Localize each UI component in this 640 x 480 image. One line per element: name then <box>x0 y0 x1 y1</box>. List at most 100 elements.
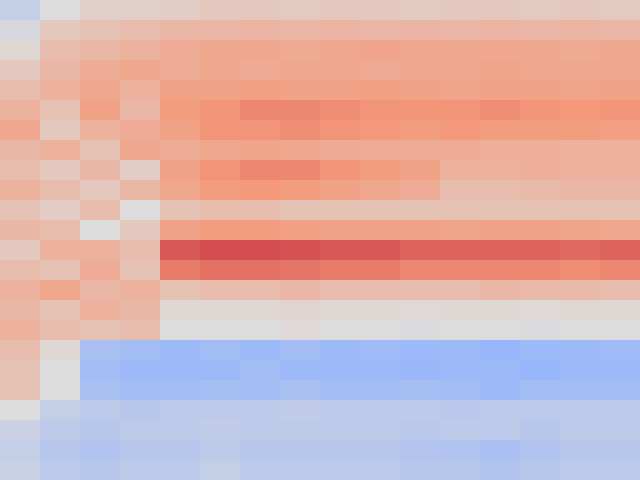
cell <box>360 180 401 201</box>
cell <box>520 20 561 41</box>
cell <box>0 360 41 381</box>
cell <box>520 360 561 381</box>
cell <box>440 300 481 321</box>
cell <box>560 260 601 281</box>
cell <box>400 260 441 281</box>
cell <box>80 380 121 401</box>
cell <box>40 60 81 81</box>
cell <box>280 160 321 181</box>
cell <box>0 300 41 321</box>
cell <box>40 400 81 421</box>
cell <box>440 160 481 181</box>
cell <box>160 340 201 361</box>
cell <box>480 220 521 241</box>
cell <box>320 60 361 81</box>
cell <box>240 300 281 321</box>
cell <box>520 60 561 81</box>
cell <box>480 160 521 181</box>
cell <box>160 380 201 401</box>
cell <box>240 140 281 161</box>
cell <box>320 300 361 321</box>
cell <box>440 400 481 421</box>
cell <box>480 340 521 361</box>
cell <box>80 180 121 201</box>
cell <box>600 320 640 341</box>
cell <box>600 20 640 41</box>
cell <box>160 460 201 480</box>
cell <box>480 140 521 161</box>
cell <box>160 320 201 341</box>
cell <box>360 300 401 321</box>
cell <box>0 460 41 480</box>
cell <box>600 0 640 21</box>
cell <box>360 160 401 181</box>
cell <box>440 260 481 281</box>
cell <box>0 80 41 101</box>
cell <box>520 340 561 361</box>
cell <box>320 240 361 261</box>
cell <box>600 340 640 361</box>
cell <box>240 240 281 261</box>
cell <box>560 100 601 121</box>
cell <box>200 40 241 61</box>
cell <box>80 300 121 321</box>
cell <box>360 120 401 141</box>
cell <box>480 180 521 201</box>
cell <box>0 40 41 61</box>
cell <box>560 220 601 241</box>
cell <box>280 260 321 281</box>
cell <box>360 100 401 121</box>
cell <box>400 320 441 341</box>
cell <box>80 20 121 41</box>
cell <box>440 220 481 241</box>
cell <box>280 440 321 461</box>
cell <box>560 180 601 201</box>
cell <box>0 100 41 121</box>
cell <box>400 460 441 480</box>
cell <box>80 400 121 421</box>
cell <box>480 200 521 221</box>
cell <box>160 240 201 261</box>
cell <box>360 460 401 480</box>
cell <box>0 200 41 221</box>
cell <box>400 180 441 201</box>
cell <box>120 180 161 201</box>
cell <box>480 120 521 141</box>
cell <box>320 80 361 101</box>
cell <box>240 60 281 81</box>
cell <box>80 240 121 261</box>
cell <box>80 0 121 21</box>
cell <box>600 200 640 221</box>
cell <box>200 460 241 480</box>
cell <box>360 420 401 441</box>
cell <box>440 200 481 221</box>
cell <box>320 200 361 221</box>
cell <box>520 420 561 441</box>
cell <box>240 200 281 221</box>
cell <box>40 200 81 221</box>
cell <box>520 280 561 301</box>
cell <box>560 280 601 301</box>
cell <box>360 20 401 41</box>
cell <box>200 180 241 201</box>
cell <box>280 100 321 121</box>
cell <box>40 20 81 41</box>
cell <box>520 40 561 61</box>
cell <box>200 100 241 121</box>
cell <box>520 80 561 101</box>
cell <box>560 160 601 181</box>
cell <box>40 120 81 141</box>
cell <box>320 360 361 381</box>
cell <box>480 460 521 480</box>
cell <box>480 440 521 461</box>
cell <box>200 200 241 221</box>
cell <box>600 240 640 261</box>
cell <box>600 420 640 441</box>
cell <box>200 240 241 261</box>
cell <box>440 60 481 81</box>
cell <box>200 360 241 381</box>
cell <box>560 40 601 61</box>
cell <box>0 160 41 181</box>
cell <box>600 120 640 141</box>
cell <box>480 20 521 41</box>
